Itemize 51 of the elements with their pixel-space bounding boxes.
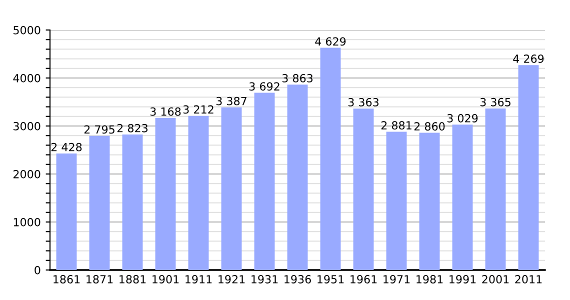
data-label: 4 269 <box>513 54 544 63</box>
data-label: 2 881 <box>381 121 412 130</box>
data-label: 3 168 <box>150 107 181 116</box>
data-label: 3 365 <box>480 98 510 106</box>
x-tick-label: 2011 <box>515 275 542 284</box>
y-tick-label: 1000 <box>14 218 40 226</box>
bar <box>353 108 374 270</box>
bar <box>320 48 341 270</box>
bar <box>56 153 77 270</box>
data-label: 3 363 <box>348 98 379 106</box>
data-label: 3 692 <box>249 82 280 91</box>
x-tick-label: 1861 <box>54 275 80 284</box>
bar <box>452 124 473 270</box>
bar <box>221 107 242 270</box>
bar <box>419 132 440 270</box>
bar <box>287 84 308 270</box>
x-tick-label: 1991 <box>450 275 476 284</box>
bar <box>122 134 143 270</box>
x-tick-label: 2001 <box>482 275 509 284</box>
bar <box>518 65 539 270</box>
bar <box>155 118 176 270</box>
x-tick-label: 1981 <box>416 275 443 284</box>
y-tick-label: 2000 <box>14 170 40 178</box>
bar <box>188 116 209 270</box>
y-tick-label: 3000 <box>14 122 40 130</box>
bar <box>485 108 506 270</box>
data-label: 3 387 <box>216 96 246 106</box>
x-tick-label: 1911 <box>186 275 212 284</box>
x-tick-label: 1921 <box>218 275 245 284</box>
x-tick-label: 1951 <box>318 275 344 284</box>
x-tick-label: 1931 <box>252 275 278 284</box>
data-label: 2 860 <box>414 122 445 131</box>
data-label: 3 029 <box>447 114 478 122</box>
x-tick-label: 1971 <box>384 275 410 284</box>
data-label: 2 428 <box>51 142 82 152</box>
x-tick-label: 1901 <box>152 275 179 284</box>
bar <box>254 92 275 270</box>
data-label: 3 212 <box>183 105 214 114</box>
data-label: 3 863 <box>282 74 313 82</box>
x-tick-label: 1936 <box>284 275 311 284</box>
y-tick-label: 5000 <box>14 26 40 34</box>
x-tick-label: 1961 <box>350 275 377 284</box>
data-label: 2 823 <box>117 124 148 132</box>
data-label: 2 795 <box>84 125 114 134</box>
y-tick-label: 4000 <box>13 74 40 82</box>
x-tick-label: 1881 <box>120 275 146 284</box>
bar <box>89 136 110 270</box>
x-tick-label: 1871 <box>86 275 113 284</box>
y-tick-label: 0 <box>34 266 40 274</box>
bar <box>386 132 407 270</box>
data-label: 4 629 <box>315 37 346 46</box>
